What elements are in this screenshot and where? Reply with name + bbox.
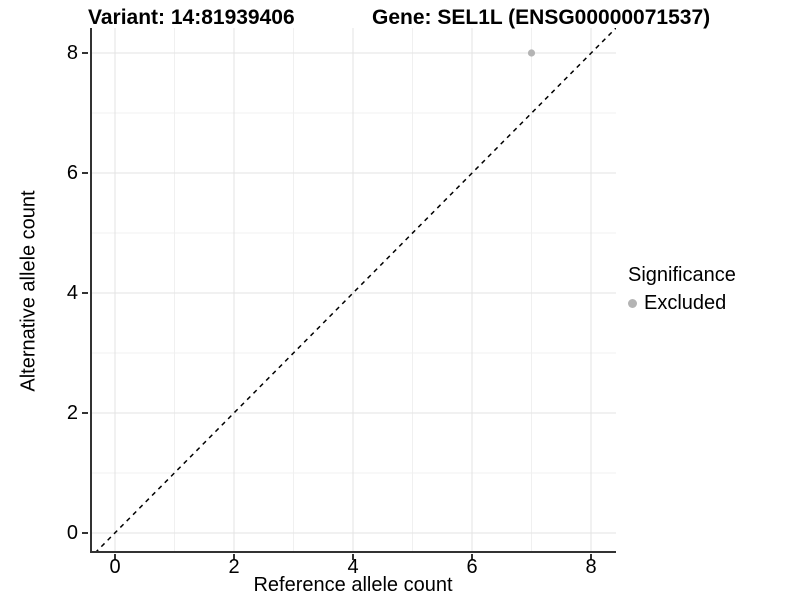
x-tick-label: 6 (466, 556, 478, 578)
variant-title: Variant: 14:81939406 (88, 6, 295, 29)
y-tick-mark (82, 52, 88, 54)
plot-panel-svg (90, 28, 616, 553)
grid-major-vertical (114, 28, 592, 553)
y-tick-mark (82, 292, 88, 294)
x-tick-mark (233, 554, 235, 560)
legend-item-excluded: Excluded (628, 292, 736, 315)
y-tick-mark (82, 172, 88, 174)
grid-minor-vertical (174, 28, 532, 553)
legend-dot-icon (628, 299, 637, 308)
x-tick-mark (114, 554, 116, 560)
legend-item-label: Excluded (644, 292, 727, 314)
x-tick-mark (352, 554, 354, 560)
y-axis-title: Alternative allele count (17, 190, 40, 392)
x-axis-title: Reference allele count (253, 574, 453, 596)
grid-major-horizontal (90, 52, 616, 534)
legend-title: Significance (628, 264, 736, 286)
y-tick-label: 6 (66, 162, 78, 184)
y-tick-mark (82, 412, 88, 414)
x-tick-label: 8 (585, 556, 597, 578)
y-tick-label: 4 (66, 282, 78, 304)
x-tick-label: 4 (347, 556, 359, 578)
legend: Significance Excluded (628, 264, 736, 315)
identity-dashed-line (94, 28, 616, 553)
y-tick-label: 0 (66, 522, 78, 544)
y-tick-mark (82, 532, 88, 534)
gene-title: Gene: SEL1L (ENSG00000071537) (372, 6, 711, 29)
x-tick-mark (590, 554, 592, 560)
y-tick-label: 2 (66, 402, 78, 424)
plot-panel (90, 28, 616, 553)
x-tick-mark (471, 554, 473, 560)
x-tick-label: 2 (228, 556, 240, 578)
y-tick-label: 8 (66, 42, 78, 64)
x-tick-label: 0 (109, 556, 121, 578)
data-point-excluded (527, 49, 536, 57)
